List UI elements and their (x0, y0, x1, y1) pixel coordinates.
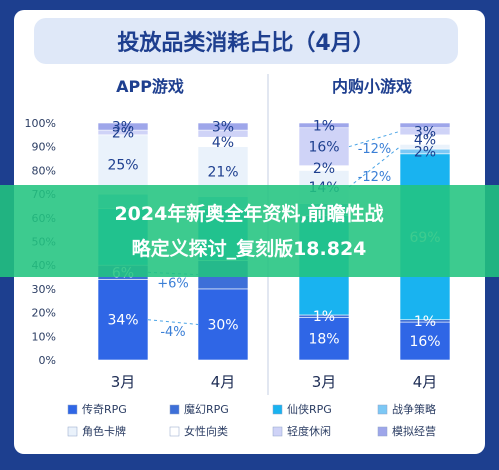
legend-swatch (377, 404, 388, 415)
y-tick-label: 80% (32, 164, 56, 177)
x-tick-label: 3月 (312, 373, 337, 391)
data-label: 25% (107, 157, 138, 173)
data-label: 2% (112, 125, 134, 141)
bar-segment-角色卡牌 (97, 134, 149, 195)
data-label: 21% (207, 165, 238, 181)
bar-segment-模拟经营 (97, 122, 149, 131)
overlay-line-2: 略定义探讨_复刻版18.824 (132, 237, 367, 260)
change-label: -12% (358, 142, 392, 157)
y-tick-label: 90% (32, 141, 56, 154)
change-connector (348, 146, 401, 188)
legend-swatch (272, 404, 283, 415)
x-tick-label: 4月 (413, 373, 438, 391)
data-label: 2% (414, 144, 436, 160)
change-label: -12% (358, 170, 392, 185)
bar-segment-模拟经营 (399, 122, 451, 129)
bar-segment-模拟经营 (197, 122, 249, 131)
overlay-line-1: 2024年新奥全年资料,前瞻性战 (114, 202, 383, 225)
legend-label: 魔幻RPG (184, 402, 229, 416)
group-label-app: APP游戏 (116, 77, 184, 96)
legend-label: 角色卡牌 (82, 424, 126, 438)
data-label: 4% (414, 133, 436, 149)
y-tick-label: 0% (39, 354, 56, 367)
y-tick-label: 30% (32, 283, 56, 296)
legend-label: 轻度休闲 (287, 424, 331, 438)
data-label: 18% (308, 332, 339, 348)
x-axis: 3月 4月 3月 4月 (111, 373, 438, 391)
data-label: 3% (414, 124, 436, 140)
bar-segment-传奇RPG (97, 279, 149, 361)
y-tick-label: 20% (32, 307, 56, 320)
data-label: 16% (409, 334, 440, 350)
legend-label: 女性向类 (184, 424, 228, 438)
legend-swatch (67, 404, 78, 415)
change-connector (147, 319, 199, 325)
legend-label: 仙侠RPG (287, 403, 332, 416)
chart-title: 投放品类消耗占比（4月） (117, 30, 374, 56)
legend-label: 模拟经营 (392, 424, 436, 438)
change-label: -4% (160, 325, 185, 340)
data-label: 1% (313, 118, 335, 134)
legend-swatch (169, 426, 180, 437)
change-label: +6% (157, 276, 189, 291)
data-label: 1% (414, 314, 436, 330)
overlay-banner (0, 185, 499, 277)
data-label: 4% (212, 135, 234, 151)
bar-segment-传奇RPG (197, 288, 249, 361)
data-label: 34% (107, 313, 138, 329)
legend-label: 传奇RPG (82, 403, 127, 416)
data-label: 30% (207, 317, 238, 333)
group-label-mini: 内购小游戏 (332, 77, 412, 96)
y-tick-label: 10% (32, 330, 56, 343)
data-label: 16% (308, 140, 339, 156)
change-connector (348, 130, 401, 148)
data-label: 3% (112, 120, 134, 136)
y-tick-label: 100% (25, 117, 56, 130)
legend-swatch (377, 426, 388, 437)
data-label: 2% (313, 161, 335, 177)
bar-segment-模拟经营 (298, 122, 350, 129)
data-label: 3% (212, 120, 234, 136)
legend-swatch (272, 426, 283, 437)
legend-swatch (169, 404, 180, 415)
data-label: 1% (313, 309, 335, 325)
title-pill (34, 18, 458, 64)
bar-segment-传奇RPG (298, 317, 350, 361)
x-tick-label: 3月 (111, 373, 136, 391)
bar-segment-传奇RPG (399, 321, 451, 361)
legend-swatch (67, 426, 78, 437)
x-tick-label: 4月 (211, 373, 236, 391)
legend-label: 战争策略 (392, 402, 436, 416)
